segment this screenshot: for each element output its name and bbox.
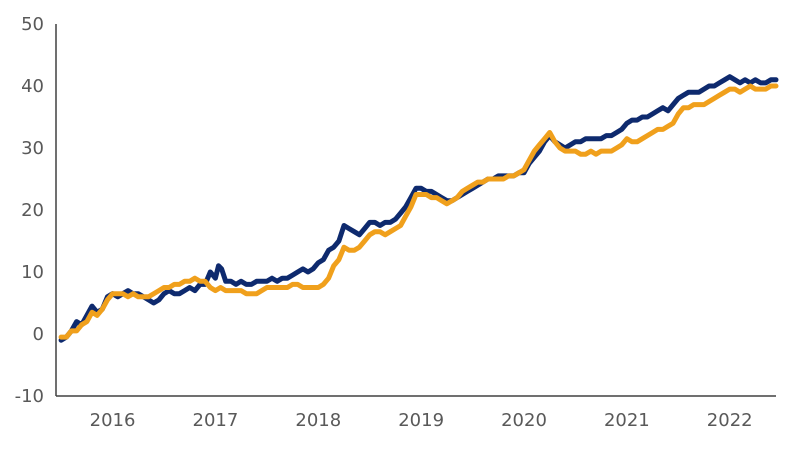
x-tick-label: 2022 [707,410,753,431]
y-tick-label: 10 [21,262,44,283]
x-tick-label: 2017 [193,410,239,431]
y-tick-label: 40 [21,76,44,97]
x-tick-labels: 2016 2017 2018 2019 2020 2021 2022 [90,410,753,431]
x-tick-label: 2019 [398,410,444,431]
y-tick-label: 50 [21,14,44,35]
x-tick-label: 2020 [501,410,547,431]
axis-layer [55,24,776,397]
y-tick-label: -10 [15,386,44,407]
y-tick-label: 0 [33,324,44,345]
x-tick-label: 2021 [604,410,650,431]
y-tick-label: 20 [21,200,44,221]
series-layer [58,74,779,343]
series-line-1 [58,74,779,343]
y-tick-label: 30 [21,138,44,159]
x-tick-label: 2018 [295,410,341,431]
y-tick-labels: -10 0 10 20 30 40 50 [15,14,44,407]
series-line-2 [58,83,779,340]
x-tick-label: 2016 [90,410,136,431]
